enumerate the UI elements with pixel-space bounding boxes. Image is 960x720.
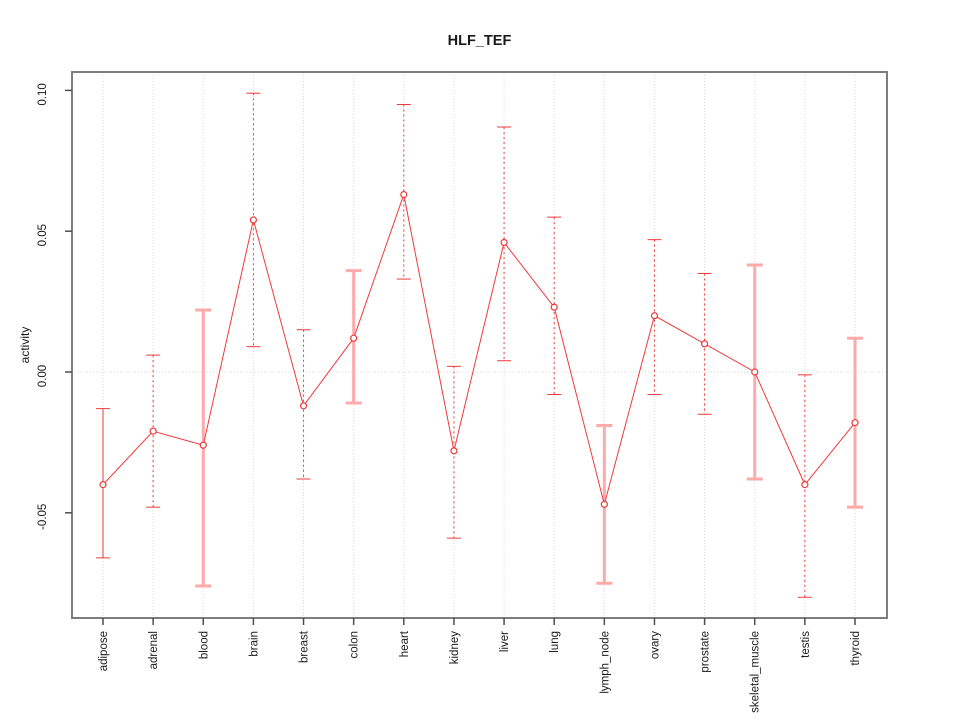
- x-tick-label-lung: lung: [549, 631, 561, 653]
- x-tick-label-lymph_node: lymph_node: [599, 631, 611, 694]
- x-tick-label-colon: colon: [349, 631, 361, 659]
- x-tick-label-breast: breast: [299, 630, 311, 663]
- data-point-heart: [400, 190, 408, 199]
- y-axis-label: activity: [18, 327, 32, 364]
- data-point-ovary: [650, 312, 659, 320]
- x-tick-label-blood: blood: [198, 631, 210, 659]
- data-point-kidney: [450, 447, 458, 455]
- x-tick-label-liver: liver: [499, 631, 511, 652]
- y-tick-label-0.05: 0.05: [37, 224, 49, 246]
- x-tick-label-ovary: ovary: [649, 631, 661, 659]
- data-point-colon: [350, 334, 358, 342]
- data-point-skeletal_muscle: [751, 368, 759, 376]
- data-point-liver: [500, 238, 508, 247]
- x-tick-label-testis: testis: [800, 631, 812, 658]
- plot-frame: [71, 71, 888, 619]
- data-point-adipose: [99, 481, 107, 489]
- y-tick-label-0.10: 0.10: [37, 83, 49, 105]
- data-point-lymph_node: [600, 500, 608, 508]
- series-line-activity: [102, 192, 856, 507]
- chart-title: HLF_TEF: [448, 33, 512, 49]
- data-point-testis: [801, 481, 809, 489]
- x-tick-label-prostate: prostate: [700, 631, 712, 673]
- data-point-brain: [249, 216, 257, 224]
- data-point-thyroid: [851, 419, 859, 427]
- x-tick-label-heart: heart: [399, 630, 411, 657]
- x-tick-label-brain: brain: [248, 631, 260, 657]
- data-point-blood: [199, 441, 207, 449]
- x-tick-label-thyroid: thyroid: [850, 631, 862, 666]
- data-point-prostate: [700, 340, 709, 348]
- data-point-adrenal: [149, 427, 157, 435]
- data-point-lung: [550, 303, 558, 311]
- x-tick-label-adipose: adipose: [98, 631, 110, 671]
- x-tick-label-adrenal: adrenal: [148, 631, 160, 669]
- x-tick-label-kidney: kidney: [449, 631, 461, 664]
- data-point-breast: [299, 402, 308, 410]
- x-tick-label-skeletal_muscle: skeletal_muscle: [750, 631, 762, 713]
- y-tick-label-0.00: 0.00: [37, 365, 49, 387]
- y-tick-label--0.05: -0.05: [37, 504, 49, 530]
